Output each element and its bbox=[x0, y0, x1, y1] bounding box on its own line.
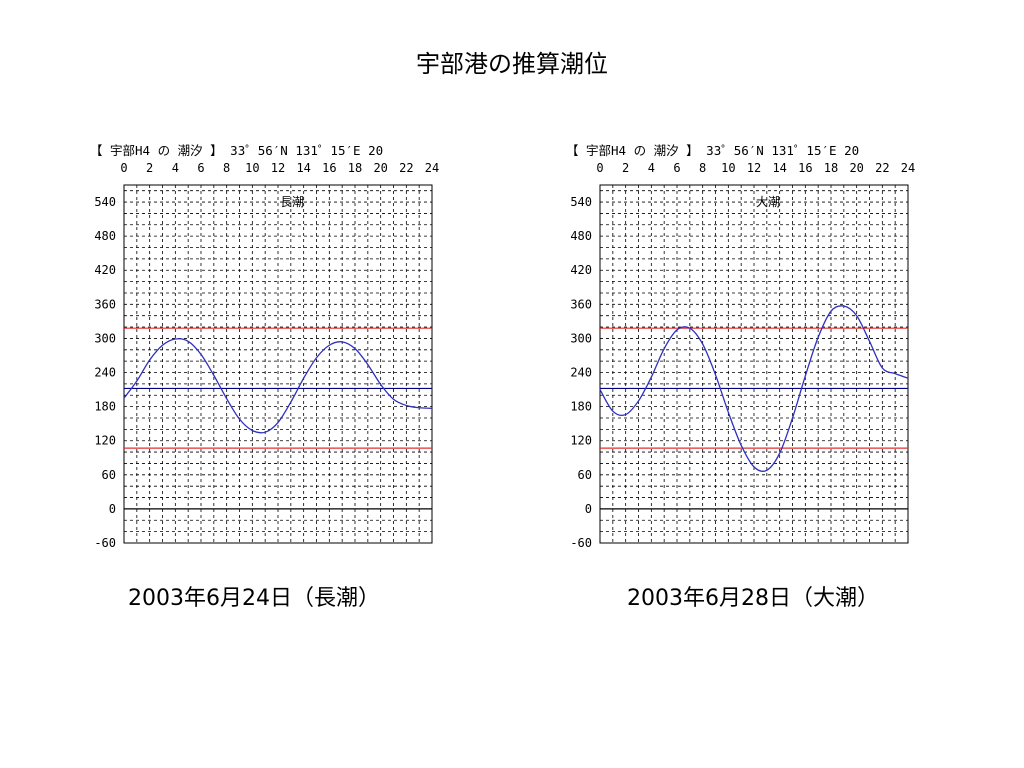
y-tick-label: 0 bbox=[109, 502, 116, 516]
page-title: 宇部港の推算潮位 bbox=[416, 50, 608, 78]
chart-header: 【 宇部H4 の 潮汐 】 33゜56′N 131゜15′E 20 bbox=[90, 143, 383, 158]
x-tick-label: 4 bbox=[172, 161, 179, 175]
x-tick-label: 10 bbox=[245, 161, 259, 175]
x-tick-label: 20 bbox=[373, 161, 387, 175]
x-tick-label: 24 bbox=[901, 161, 915, 175]
x-tick-label: 14 bbox=[772, 161, 786, 175]
x-tick-label: 14 bbox=[296, 161, 310, 175]
tide-chart-right: 【 宇部H4 の 潮汐 】 33゜56′N 131゜15′E 200 2 4 6 8 10… bbox=[566, 143, 915, 550]
y-tick-label: 180 bbox=[94, 400, 116, 414]
x-tick-label: 2 bbox=[622, 161, 629, 175]
y-tick-label: -60 bbox=[570, 536, 592, 550]
chart-header: 【 宇部H4 の 潮汐 】 33゜56′N 131゜15′E 20 bbox=[566, 143, 859, 158]
y-tick-label: 420 bbox=[570, 263, 592, 277]
x-tick-label: 12 bbox=[747, 161, 761, 175]
chart-caption-left: 2003年6月24日（長潮） bbox=[128, 586, 380, 611]
tide-type-label: 大潮 bbox=[756, 194, 780, 209]
y-tick-label: 480 bbox=[94, 229, 116, 243]
y-tick-label: 300 bbox=[94, 331, 116, 345]
y-tick-label: 420 bbox=[94, 263, 116, 277]
x-tick-label: 6 bbox=[673, 161, 680, 175]
y-tick-label: 480 bbox=[570, 229, 592, 243]
x-tick-label: 16 bbox=[322, 161, 336, 175]
x-tick-label: 20 bbox=[849, 161, 863, 175]
x-tick-label: 8 bbox=[699, 161, 706, 175]
x-tick-label: 0 bbox=[120, 161, 127, 175]
x-tick-label: 8 bbox=[223, 161, 230, 175]
x-tick-label: 4 bbox=[648, 161, 655, 175]
x-tick-label: 10 bbox=[721, 161, 735, 175]
plot-frame bbox=[123, 184, 433, 544]
x-tick-label: 16 bbox=[798, 161, 812, 175]
x-tick-label: 18 bbox=[824, 161, 838, 175]
y-tick-label: 540 bbox=[570, 195, 592, 209]
tide-level-line bbox=[599, 305, 909, 472]
y-tick-label: 180 bbox=[570, 400, 592, 414]
y-tick-label: 0 bbox=[585, 502, 592, 516]
tide-chart-left: 【 宇部H4 の 潮汐 】 33゜56′N 131゜15′E 200 2 4 6 8 10… bbox=[90, 143, 439, 550]
y-tick-label: 360 bbox=[570, 297, 592, 311]
y-tick-label: 240 bbox=[570, 366, 592, 380]
y-tick-label: 60 bbox=[102, 468, 116, 482]
x-tick-label: 24 bbox=[425, 161, 439, 175]
y-tick-label: 120 bbox=[570, 434, 592, 448]
x-tick-label: 22 bbox=[399, 161, 413, 175]
x-tick-label: 22 bbox=[875, 161, 889, 175]
x-tick-label: 12 bbox=[271, 161, 285, 175]
tide-type-label: 長潮 bbox=[280, 194, 304, 209]
x-tick-label: 2 bbox=[146, 161, 153, 175]
x-tick-label: 18 bbox=[348, 161, 362, 175]
tide-level-line bbox=[123, 338, 433, 434]
y-tick-label: 360 bbox=[94, 297, 116, 311]
y-tick-label: 60 bbox=[578, 468, 592, 482]
y-tick-label: 120 bbox=[94, 434, 116, 448]
chart-caption-right: 2003年6月28日（大潮） bbox=[627, 586, 879, 611]
x-tick-label: 6 bbox=[197, 161, 204, 175]
y-tick-label: 540 bbox=[94, 195, 116, 209]
plot-frame bbox=[599, 184, 909, 544]
y-tick-label: 240 bbox=[94, 366, 116, 380]
y-tick-label: -60 bbox=[94, 536, 116, 550]
x-tick-label: 0 bbox=[596, 161, 603, 175]
y-tick-label: 300 bbox=[570, 331, 592, 345]
